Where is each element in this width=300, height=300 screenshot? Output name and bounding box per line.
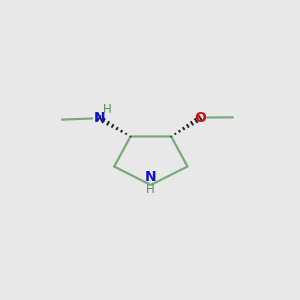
Text: H: H bbox=[102, 103, 111, 116]
Text: N: N bbox=[94, 110, 105, 124]
Text: O: O bbox=[194, 110, 206, 124]
Text: H: H bbox=[146, 183, 155, 196]
Text: N: N bbox=[145, 170, 157, 184]
